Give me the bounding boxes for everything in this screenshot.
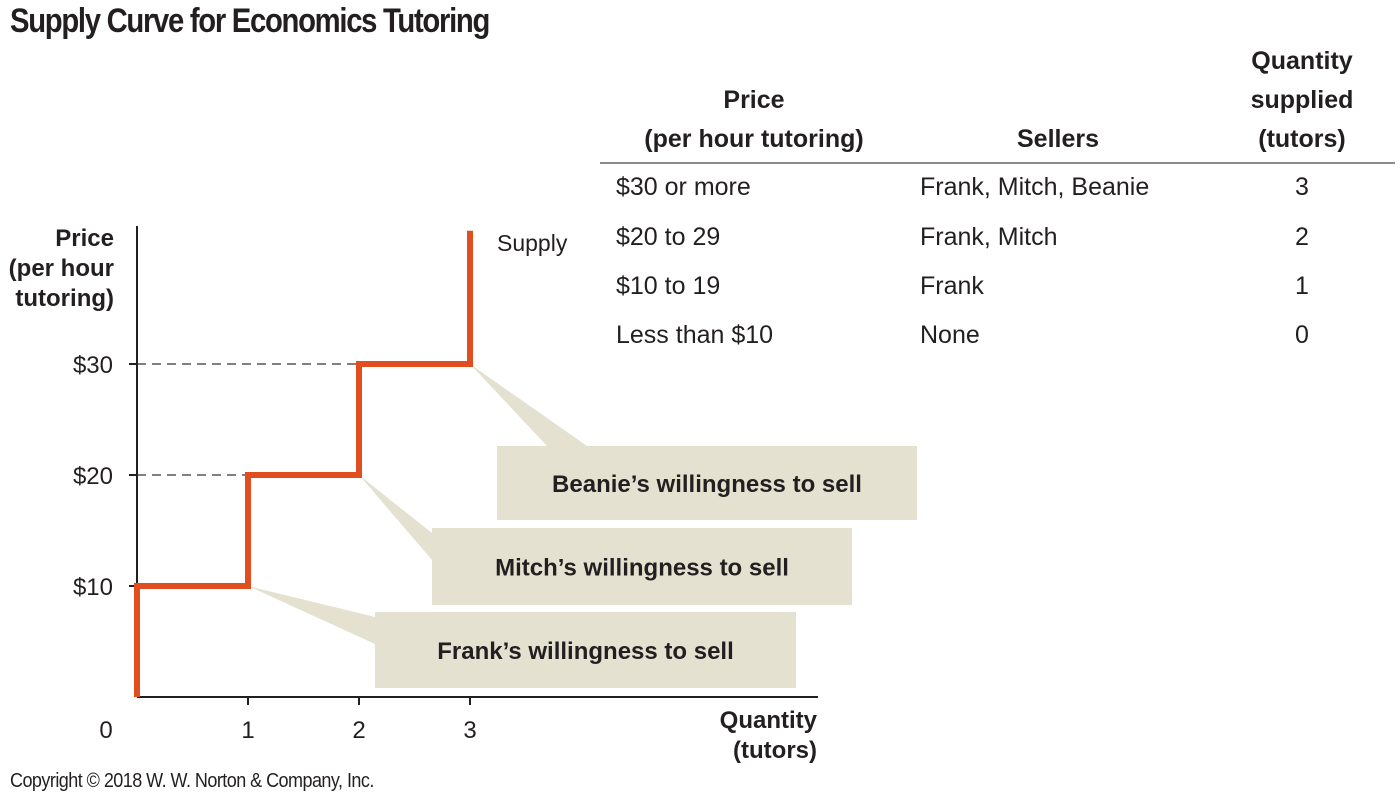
x-axis-label: (tutors) [733, 737, 817, 764]
table-cell-sellers: Frank, Mitch [920, 223, 1058, 251]
y-tick-label: $10 [73, 574, 113, 601]
annotation-callout: Beanie’s willingness to sell [470, 364, 917, 520]
y-axis-label: Price [55, 225, 114, 252]
callout-box [432, 528, 852, 605]
table-header-price: Price (per hour tutoring) [600, 81, 908, 159]
callout-box [497, 446, 917, 520]
table-header-price-line1: Price [723, 86, 785, 114]
table-cell-sellers: Frank, Mitch, Beanie [920, 173, 1150, 201]
table-header-price-line2: (per hour tutoring) [644, 125, 864, 153]
annotation-callout: Frank’s willingness to sell [248, 586, 796, 688]
callout-box [375, 612, 796, 688]
table-header-quantity-line2: supplied [1250, 86, 1354, 114]
table-cell-price: $30 or more [616, 173, 751, 201]
series-label-supply: Supply [497, 230, 568, 256]
y-axis-label: (per hour [9, 255, 114, 282]
y-tick-label: $30 [73, 352, 113, 379]
table-header-quantity-line1: Quantity [1251, 47, 1353, 75]
table-header-rule [600, 162, 1395, 164]
table-cell-quantity: 2 [1295, 223, 1309, 251]
table-cell-sellers: Frank [920, 272, 984, 300]
callout-pointer [359, 475, 432, 560]
table-cell-price: Less than $10 [616, 321, 774, 349]
x-tick-label: 3 [463, 717, 476, 744]
table-cell-sellers: None [920, 321, 980, 349]
table-header-sellers: Sellers [1016, 125, 1099, 153]
table-cell-quantity: 3 [1295, 173, 1309, 201]
y-axis-label: tutoring) [15, 285, 114, 312]
callout-pointer [470, 364, 587, 446]
table-header-quantity-line3: (tutors) [1258, 125, 1346, 153]
x-tick-label: 1 [241, 717, 254, 744]
y-tick-label: $20 [73, 463, 113, 490]
table-cell-price: $20 to 29 [616, 223, 721, 251]
copyright-notice: Copyright © 2018 W. W. Norton & Company,… [10, 770, 374, 792]
table-cell-quantity: 1 [1295, 272, 1309, 300]
annotation-callout: Mitch’s willingness to sell [359, 475, 852, 605]
annotation-label: Beanie’s willingness to sell [552, 471, 862, 498]
chart-title: Supply Curve for Economics Tutoring [10, 2, 490, 40]
table-cell-quantity: 0 [1295, 321, 1309, 349]
callout-pointer [248, 586, 375, 644]
x-axis-label: Quantity [720, 707, 818, 734]
annotation-label: Frank’s willingness to sell [437, 638, 734, 665]
table-cell-price: $10 to 19 [616, 272, 721, 300]
table-header-quantity: Quantity supplied (tutors) [1222, 42, 1382, 159]
supply-curve [134, 230, 473, 697]
annotation-label: Mitch’s willingness to sell [495, 555, 789, 582]
x-tick-label: 2 [352, 717, 365, 744]
x-tick-label: 0 [99, 717, 112, 744]
